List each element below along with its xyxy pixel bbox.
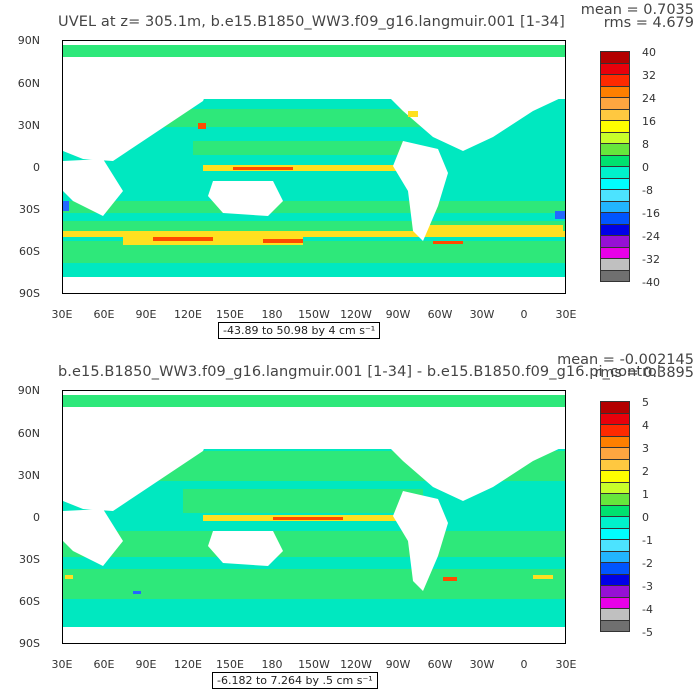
panel-uvel: UVEL at z= 305.1m, b.e15.B1850_WW3.f09_g… (17, 2, 694, 339)
lon-label: 30E (51, 658, 73, 671)
lat-label: 90S (19, 637, 40, 650)
map-svg (63, 391, 565, 643)
colorbar-label: -2 (642, 557, 653, 570)
colorbar-label: 16 (642, 115, 656, 128)
lon-label: 180 (261, 658, 283, 671)
lat-label: 60S (19, 595, 40, 608)
colorbar-label: 2 (642, 465, 649, 478)
lat-label: 30S (19, 553, 40, 566)
lat-label: 30N (17, 469, 40, 482)
lon-label: 90E (135, 308, 157, 321)
lon-label: 30E (555, 658, 577, 671)
lat-label: 90N (17, 384, 40, 397)
colorbar-label: 1 (642, 488, 649, 501)
colorbar-label: 32 (642, 69, 656, 82)
lon-label: 60E (93, 658, 115, 671)
lon-label: 60W (427, 658, 453, 671)
lat-label: 30S (19, 203, 40, 216)
colorbar-label: -1 (642, 534, 653, 547)
lon-label: 60E (93, 308, 115, 321)
colorbar-label: -3 (642, 580, 653, 593)
lat-label: 60N (17, 427, 40, 440)
lon-label: 150E (216, 308, 244, 321)
lon-label: 30W (469, 658, 495, 671)
lon-label: 120E (174, 658, 202, 671)
colorbar-label: 4 (642, 419, 649, 432)
lat-label: 0 (33, 511, 40, 524)
colorbar-label: 8 (642, 138, 649, 151)
colorbar-cell (600, 269, 630, 282)
lon-label: 150E (216, 658, 244, 671)
lat-label: 90S (19, 287, 40, 300)
lon-label: 0 (520, 308, 528, 321)
lon-label: 90E (135, 658, 157, 671)
colorbar-label: 5 (642, 396, 649, 409)
colorbar-label: -16 (642, 207, 660, 220)
colorbar-label: -40 (642, 276, 660, 289)
colorbar-label: -8 (642, 184, 653, 197)
lon-label: 120W (340, 308, 372, 321)
lon-label: 120E (174, 308, 202, 321)
lat-label: 60N (17, 77, 40, 90)
mean-label: mean = -0.002145 (557, 352, 694, 368)
lon-label: 90W (385, 658, 411, 671)
colorbar-label: -5 (642, 626, 653, 639)
colorbar (600, 51, 630, 282)
lat-label: 60S (19, 245, 40, 258)
range-label: -6.182 to 7.264 by .5 cm s⁻¹ (212, 672, 378, 689)
map-svg (63, 41, 565, 293)
colorbar-label: 0 (642, 161, 649, 174)
colorbar (600, 401, 630, 632)
rms-label: rms = 0.3895 (594, 365, 695, 381)
colorbar-label: -24 (642, 230, 660, 243)
rms-label: rms = 4.679 (603, 15, 694, 31)
lat-label: 30N (17, 119, 40, 132)
lat-label: 90N (17, 34, 40, 47)
lon-label: 180 (261, 308, 283, 321)
lon-label: 120W (340, 658, 372, 671)
lat-label: 0 (33, 161, 40, 174)
colorbar-label: 0 (642, 511, 649, 524)
colorbar-cell (600, 619, 630, 632)
map-plot (62, 390, 566, 644)
panel-difference: b.e15.B1850_WW3.f09_g16.langmuir.001 [1-… (0, 350, 700, 700)
colorbar-label: -4 (642, 603, 653, 616)
colorbar-label: 24 (642, 92, 656, 105)
lon-label: 90W (385, 308, 411, 321)
lon-label: 60W (427, 308, 453, 321)
colorbar-label: 40 (642, 46, 656, 59)
panel-title: UVEL at z= 305.1m, b.e15.B1850_WW3.f09_g… (58, 14, 565, 30)
lon-label: 150W (298, 658, 330, 671)
lon-label: 30W (469, 308, 495, 321)
lon-label: 30E (51, 308, 73, 321)
lon-label: 30E (555, 308, 577, 321)
lon-label: 150W (298, 308, 330, 321)
range-label: -43.89 to 50.98 by 4 cm s⁻¹ (218, 322, 381, 339)
colorbar-label: 3 (642, 442, 649, 455)
colorbar-label: -32 (642, 253, 660, 266)
map-plot (62, 40, 566, 294)
lon-label: 0 (520, 658, 528, 671)
panel-title: b.e15.B1850_WW3.f09_g16.langmuir.001 [1-… (58, 364, 661, 380)
mean-label: mean = 0.7035 (580, 2, 694, 18)
